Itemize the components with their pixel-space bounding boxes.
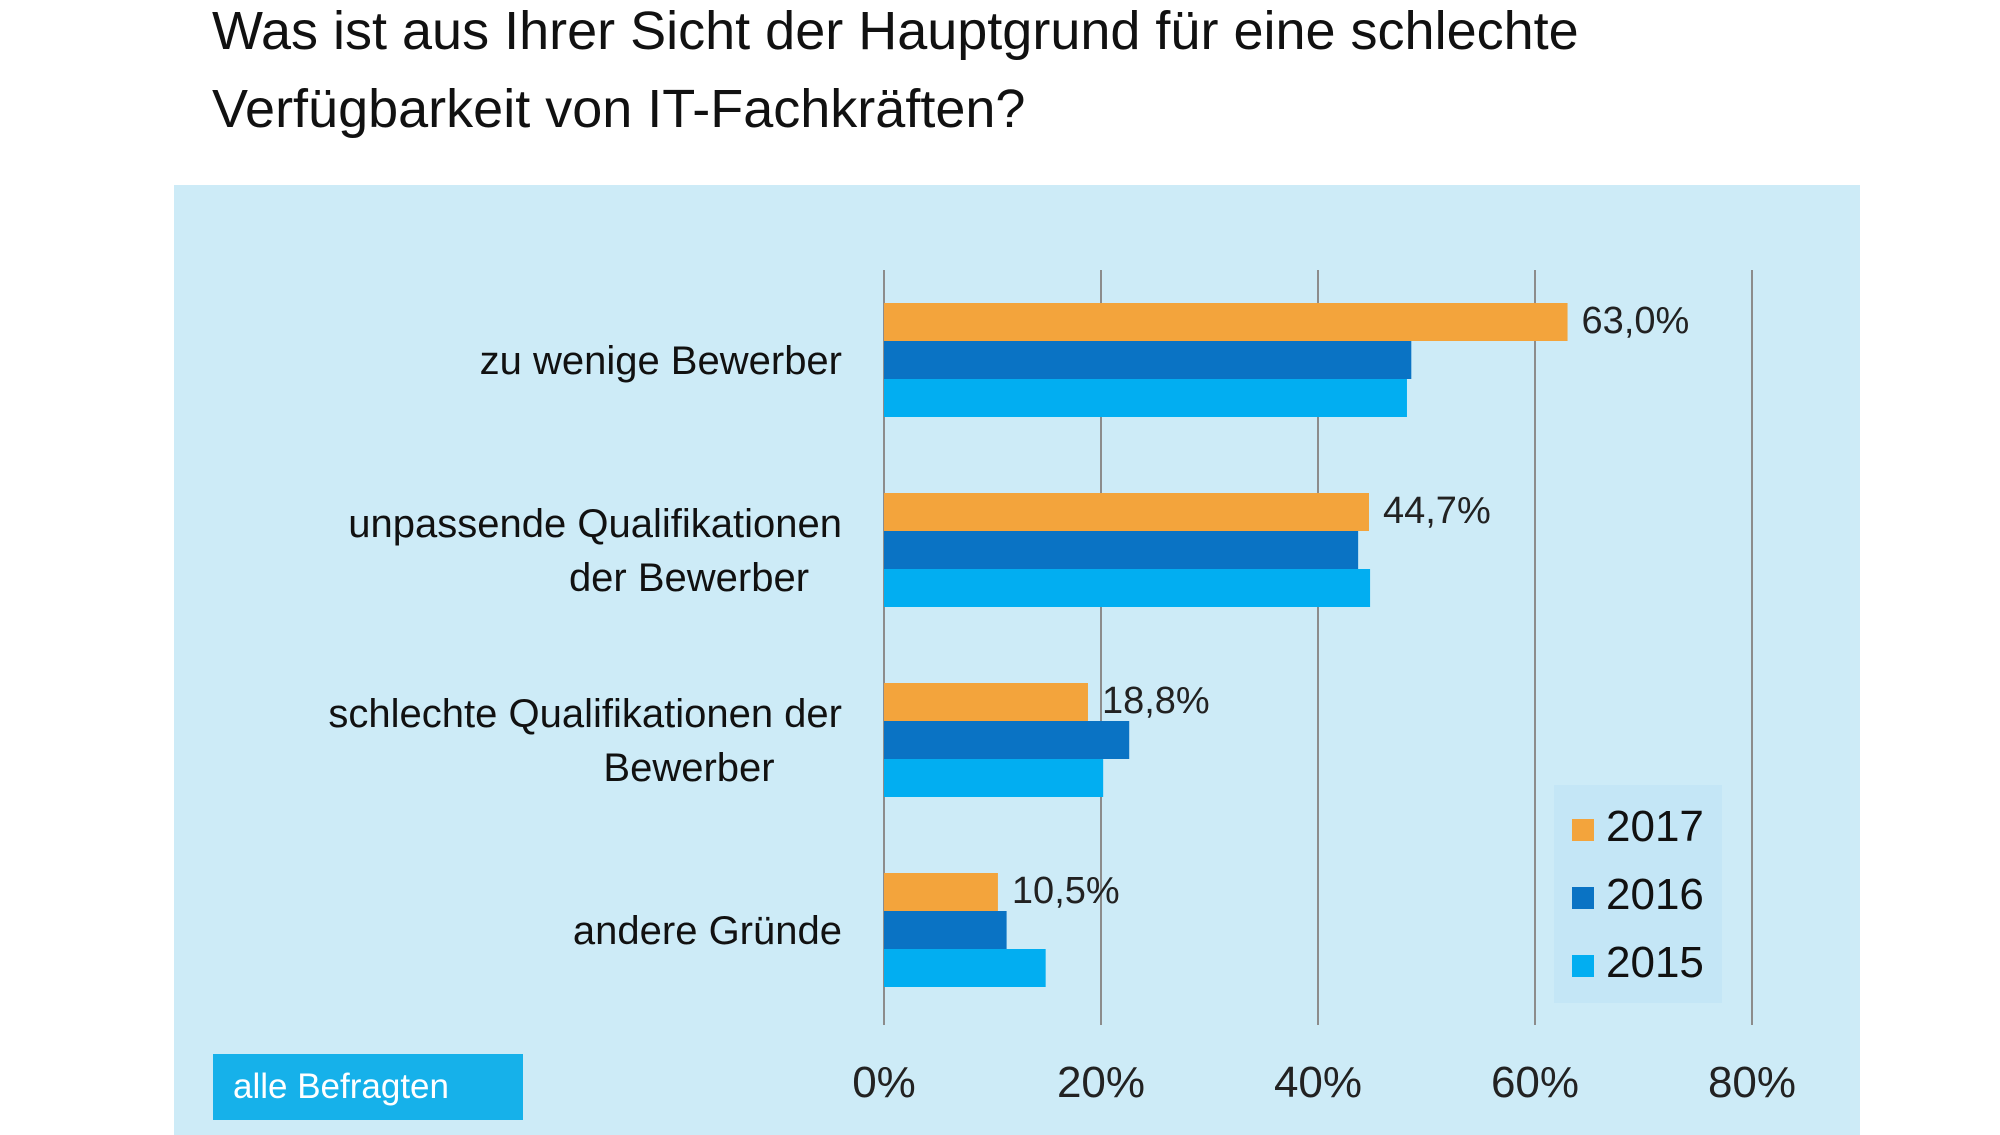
data-label: 63,0% (1582, 300, 1690, 342)
chart-panel: 0% 20% 40% 60% 80% 63,0% zu wenige Bewerber 44,… (174, 185, 1860, 1135)
chart-title: Was ist aus Ihrer Sicht der Hauptgrund f… (212, 1, 1579, 139)
legend-swatch-2017 (1572, 819, 1594, 841)
bar-2017-4 (884, 873, 998, 911)
bar-2017-2 (884, 493, 1369, 531)
legend-swatch-2016 (1572, 887, 1594, 909)
category-label: unpassende Qualifikationen der Bewerber (348, 502, 842, 600)
bar-chart: 0% 20% 40% 60% 80% 63,0% zu wenige Bewerber 44,… (328, 270, 1796, 1107)
legend-label-2017: 2017 (1606, 802, 1704, 851)
bar-2017-3 (884, 683, 1088, 721)
legend-swatch-2015 (1572, 955, 1594, 977)
x-tick-label: 60% (1491, 1058, 1579, 1107)
bar-2015-4 (884, 949, 1046, 987)
x-tick-label: 40% (1274, 1058, 1362, 1107)
legend-label-2016: 2016 (1606, 870, 1704, 919)
x-tick-label: 80% (1708, 1058, 1796, 1107)
category-label: andere Gründe (573, 909, 842, 953)
bar-2016-2 (884, 531, 1359, 569)
x-tick-label: 20% (1057, 1058, 1145, 1107)
category-label: zu wenige Bewerber (480, 339, 842, 383)
bar-2015-2 (884, 569, 1371, 607)
data-label: 10,5% (1012, 870, 1120, 912)
legend-label-2015: 2015 (1606, 938, 1704, 987)
bar-2017-1 (884, 303, 1568, 341)
data-label: 18,8% (1102, 680, 1210, 722)
data-label: 44,7% (1383, 490, 1491, 532)
bar-2016-1 (884, 341, 1412, 379)
bar-2015-3 (884, 759, 1104, 797)
bar-2015-1 (884, 379, 1407, 417)
category-label: schlechte Qualifikationen der Bewerber (328, 692, 842, 790)
x-tick-label: 0% (852, 1058, 916, 1107)
bar-2016-3 (884, 721, 1130, 759)
bar-2016-4 (884, 911, 1007, 949)
respondents-badge: alle Befragten (213, 1054, 523, 1120)
